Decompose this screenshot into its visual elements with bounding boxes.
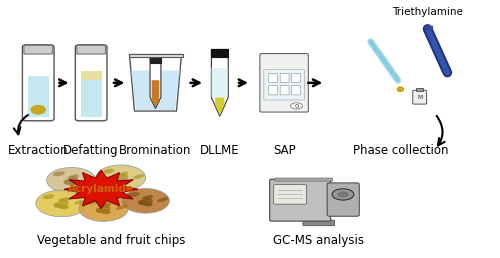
Ellipse shape xyxy=(116,179,128,183)
Text: SAP: SAP xyxy=(273,144,295,157)
Circle shape xyxy=(79,196,128,221)
Text: DLLME: DLLME xyxy=(200,144,239,157)
Ellipse shape xyxy=(60,197,69,202)
Ellipse shape xyxy=(144,202,152,206)
Ellipse shape xyxy=(114,177,121,182)
FancyBboxPatch shape xyxy=(280,73,289,83)
Ellipse shape xyxy=(100,204,111,210)
FancyBboxPatch shape xyxy=(412,90,426,104)
Ellipse shape xyxy=(85,199,97,205)
Text: Bromination: Bromination xyxy=(120,144,192,157)
FancyBboxPatch shape xyxy=(264,70,304,100)
Ellipse shape xyxy=(54,203,62,207)
Ellipse shape xyxy=(42,194,54,199)
Circle shape xyxy=(332,189,354,200)
FancyBboxPatch shape xyxy=(292,86,300,95)
Ellipse shape xyxy=(141,201,152,206)
Ellipse shape xyxy=(57,204,68,209)
Bar xyxy=(212,50,228,57)
Ellipse shape xyxy=(64,179,72,185)
Ellipse shape xyxy=(54,203,61,208)
Bar xyxy=(128,54,184,57)
Polygon shape xyxy=(152,80,160,108)
Ellipse shape xyxy=(102,203,111,208)
Ellipse shape xyxy=(84,177,96,181)
Polygon shape xyxy=(150,57,161,108)
Ellipse shape xyxy=(397,87,404,92)
Circle shape xyxy=(337,191,349,198)
Polygon shape xyxy=(215,98,224,115)
FancyBboxPatch shape xyxy=(274,185,306,204)
Ellipse shape xyxy=(133,174,144,179)
Circle shape xyxy=(96,165,146,191)
Text: Acrylamide: Acrylamide xyxy=(68,184,134,194)
Ellipse shape xyxy=(119,179,128,183)
FancyBboxPatch shape xyxy=(303,220,334,226)
Bar xyxy=(150,57,161,63)
FancyBboxPatch shape xyxy=(292,73,300,83)
Bar xyxy=(81,71,102,80)
Ellipse shape xyxy=(58,199,69,205)
Bar xyxy=(28,76,48,117)
Ellipse shape xyxy=(157,197,168,202)
Ellipse shape xyxy=(116,205,128,210)
FancyBboxPatch shape xyxy=(269,86,278,95)
Ellipse shape xyxy=(96,208,103,213)
Ellipse shape xyxy=(67,181,78,186)
Bar xyxy=(416,88,423,91)
Polygon shape xyxy=(212,68,228,98)
FancyBboxPatch shape xyxy=(270,179,330,221)
Ellipse shape xyxy=(120,172,128,177)
Ellipse shape xyxy=(53,171,65,176)
Text: Vegetable and fruit chips: Vegetable and fruit chips xyxy=(37,234,185,247)
Ellipse shape xyxy=(99,209,110,214)
Polygon shape xyxy=(64,170,138,208)
Polygon shape xyxy=(130,55,182,111)
FancyBboxPatch shape xyxy=(22,45,54,121)
Ellipse shape xyxy=(60,205,68,209)
Ellipse shape xyxy=(138,200,145,205)
FancyBboxPatch shape xyxy=(260,54,308,112)
Ellipse shape xyxy=(74,200,86,205)
Ellipse shape xyxy=(64,179,72,184)
Ellipse shape xyxy=(144,195,153,200)
Text: o: o xyxy=(295,103,299,109)
Circle shape xyxy=(36,190,87,217)
FancyBboxPatch shape xyxy=(327,183,360,216)
Ellipse shape xyxy=(138,200,145,205)
FancyBboxPatch shape xyxy=(77,45,106,54)
FancyBboxPatch shape xyxy=(24,45,52,54)
Text: Extraction: Extraction xyxy=(8,144,68,157)
Ellipse shape xyxy=(118,173,128,180)
Text: M: M xyxy=(417,95,422,100)
Ellipse shape xyxy=(70,182,78,186)
Circle shape xyxy=(46,167,96,193)
Text: Phase collection: Phase collection xyxy=(352,144,448,157)
Ellipse shape xyxy=(68,176,78,182)
FancyBboxPatch shape xyxy=(274,178,332,181)
FancyBboxPatch shape xyxy=(280,86,289,95)
Ellipse shape xyxy=(128,192,140,197)
Ellipse shape xyxy=(113,177,121,182)
FancyBboxPatch shape xyxy=(76,45,107,121)
Ellipse shape xyxy=(142,196,153,203)
Text: GC-MS analysis: GC-MS analysis xyxy=(273,234,364,247)
Ellipse shape xyxy=(102,169,115,174)
Circle shape xyxy=(290,103,302,109)
Ellipse shape xyxy=(30,105,46,115)
Text: Triethylamine: Triethylamine xyxy=(392,7,463,17)
FancyBboxPatch shape xyxy=(269,73,278,83)
Bar xyxy=(81,80,102,117)
Ellipse shape xyxy=(102,210,110,214)
Ellipse shape xyxy=(70,174,79,180)
Polygon shape xyxy=(131,70,180,110)
Polygon shape xyxy=(212,50,228,116)
Circle shape xyxy=(122,189,170,213)
Text: Defatting: Defatting xyxy=(64,144,119,157)
Ellipse shape xyxy=(96,207,104,213)
